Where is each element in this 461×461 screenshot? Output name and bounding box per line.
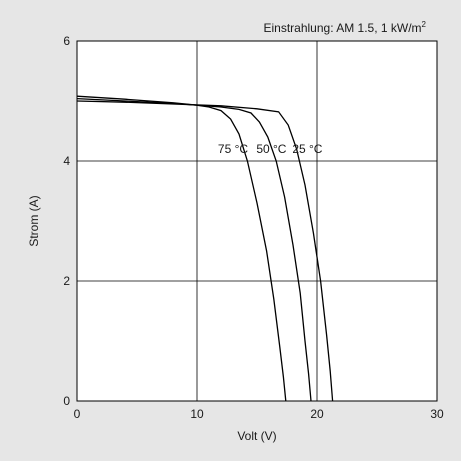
y-axis-title: Strom (A) — [27, 195, 41, 246]
series-label-2: 25 °C — [292, 142, 322, 156]
plot-area — [76, 40, 438, 402]
x-axis-title: Volt (V) — [237, 429, 276, 443]
x-tick-label-1: 10 — [190, 407, 204, 421]
tick-labels: 0 10 20 30 0 2 4 6 — [63, 34, 444, 421]
x-tick-label-3: 30 — [430, 407, 444, 421]
y-tick-label-0: 0 — [63, 394, 70, 408]
series-label-1: 50 °C — [256, 142, 286, 156]
grid-lines — [77, 41, 437, 401]
y-tick-label-3: 6 — [63, 34, 70, 48]
x-tick-label-0: 0 — [74, 407, 81, 421]
y-tick-label-1: 2 — [63, 274, 70, 288]
series-line-2 — [76, 100, 334, 402]
irradiance-annotation: Einstrahlung: AM 1.5, 1 kW/m2 — [263, 20, 426, 35]
y-tick-label-2: 4 — [63, 154, 70, 168]
x-tick-label-2: 20 — [310, 407, 324, 421]
data-series: 75 °C 50 °C 25 °C — [76, 95, 334, 402]
series-label-0: 75 °C — [218, 142, 248, 156]
